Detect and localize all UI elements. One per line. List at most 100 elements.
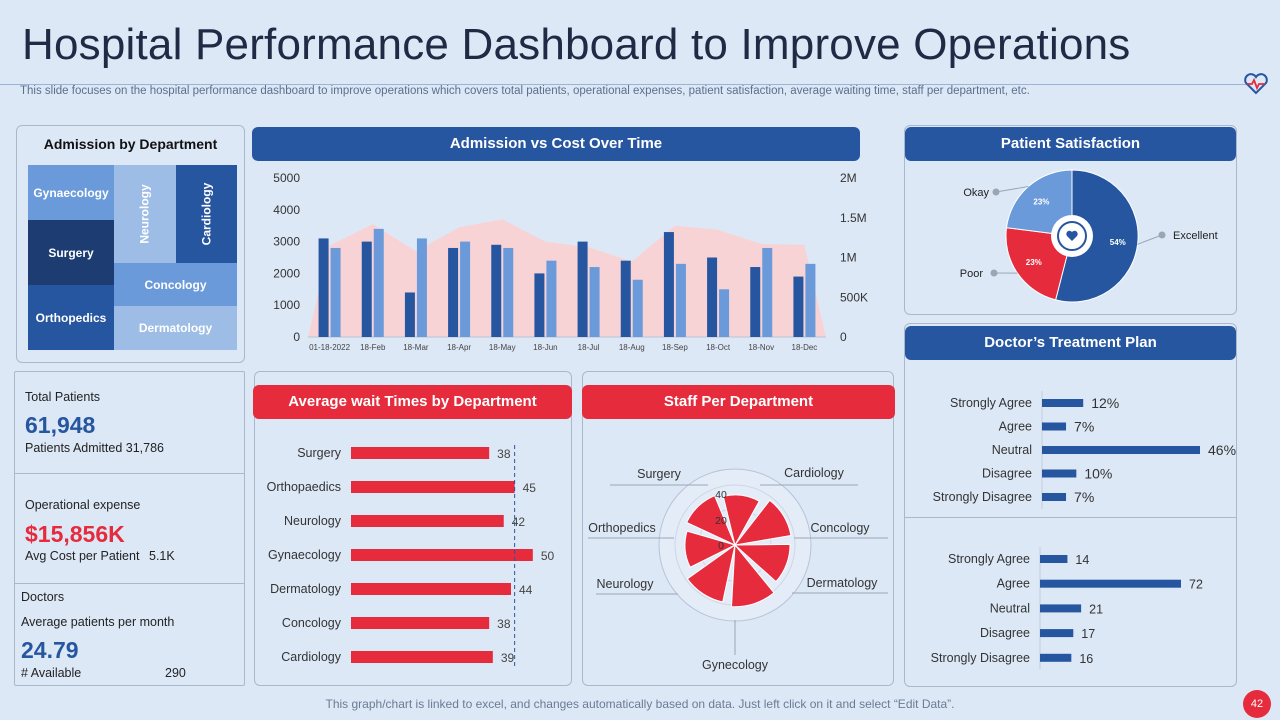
admission-bar-b	[805, 263, 816, 337]
wait-category-label: Orthopaedics	[267, 480, 341, 494]
treatment-value-label: 14	[1075, 553, 1089, 567]
wait-value-label: 39	[501, 651, 515, 665]
satisfaction-category-label: Okay	[963, 187, 989, 199]
treatment-bar	[1040, 629, 1074, 638]
treatment-bar	[1040, 604, 1082, 613]
wait-value-label: 42	[512, 515, 526, 529]
cost-area	[308, 219, 826, 337]
wait-category-label: Neurology	[284, 514, 342, 528]
staff-polar-bar	[730, 543, 775, 608]
treatment-value-label: 17	[1081, 627, 1095, 641]
treatment-bar	[1042, 399, 1084, 407]
treatment-bar	[1042, 422, 1067, 431]
treatment-bar	[1042, 493, 1067, 501]
staff-category-label: Orthopedics	[588, 521, 655, 535]
treemap-cell-concology[interactable]: Concology	[114, 263, 237, 306]
staff-polar-bar	[733, 499, 792, 546]
available-label: # Available	[21, 666, 82, 680]
treatment-value-label: 16	[1079, 652, 1093, 666]
wait-bar	[351, 481, 515, 493]
treemap-cell-neurology[interactable]: Neurology	[114, 165, 176, 263]
staff-polar-bar	[684, 530, 737, 568]
treemap-cell-dermatology[interactable]: Dermatology	[114, 306, 237, 350]
treatment-category-label: Strongly Disagree	[933, 490, 1032, 504]
y2-tick-label: 1.5M	[840, 211, 867, 225]
wait-value-label: 44	[519, 583, 533, 597]
staff-category-label: Dermatology	[807, 576, 879, 590]
admission-bar-a	[663, 232, 674, 337]
wait-bar	[351, 651, 493, 663]
avg-patients-label: Average patients per month	[21, 615, 175, 629]
admission-bar-b	[762, 247, 773, 337]
admission-treemap: Gynaecology Surgery Orthopedics Neurolog…	[28, 165, 237, 350]
staff-category-label: Neurology	[597, 577, 655, 591]
kpi-divider	[15, 473, 244, 474]
wait-times-panel	[254, 371, 572, 686]
footer-note: This graph/chart is linked to excel, and…	[325, 697, 955, 711]
heart-pulse-icon	[1244, 73, 1268, 95]
treatment-value-label: 46%	[1208, 442, 1236, 458]
treatment-header: Doctor’s Treatment Plan	[905, 326, 1236, 360]
op-expense-value: $15,856K	[25, 521, 125, 547]
admission-bar-b	[632, 279, 643, 337]
wait-bar	[351, 583, 511, 595]
treatment-panel	[904, 323, 1237, 687]
kpi-panel: Total Patients 61,948 Patients Admitted …	[14, 371, 245, 686]
staff-category-label: Concology	[810, 521, 870, 535]
treatment-bar	[1040, 579, 1181, 588]
satisfaction-category-label: Poor	[960, 268, 984, 280]
satisfaction-value-label: 54%	[1110, 238, 1126, 247]
y-tick-label: 2000	[273, 266, 300, 280]
staff-polar-bar	[686, 543, 736, 603]
avg-cost-label: Avg Cost per Patient	[25, 549, 140, 563]
treatment-percent-chart: Strongly Agree 12% Agree 7% Neutral 46% Disagr…	[933, 391, 1236, 509]
admission-by-department-title: Admission by Department	[43, 136, 218, 152]
wait-category-label: Gynaecology	[268, 548, 342, 562]
y2-tick-label: 500K	[840, 290, 868, 304]
admission-bar-a	[620, 260, 631, 337]
wait-value-label: 38	[497, 447, 511, 461]
admission-bar-a	[448, 247, 459, 337]
satisfaction-chart: 54% 23% 23% Excellent Poor Okay	[960, 169, 1218, 303]
y-tick-label: 5000	[273, 171, 300, 185]
total-patients-label: Total Patients	[25, 390, 101, 404]
admission-bar-a	[404, 292, 415, 337]
treatment-bar	[1040, 555, 1068, 563]
staff-chart: 0 20 40 Surgery Cardiology Concology Dermatolo…	[588, 466, 888, 672]
admission-bar-b	[589, 267, 600, 337]
x-tick-label: 18-May	[489, 343, 516, 352]
y-tick-label: 3000	[273, 235, 300, 249]
staff-polar-bar	[686, 495, 736, 546]
treatment-value-label: 12%	[1091, 395, 1119, 411]
treatment-category-label: Neutral	[990, 601, 1030, 615]
y-tick-label: 0	[293, 330, 300, 344]
admission-bar-b	[373, 228, 384, 337]
treatment-category-label: Agree	[999, 420, 1032, 434]
x-tick-label: 18-Oct	[706, 343, 731, 352]
satisfaction-leader-dot	[990, 269, 998, 277]
admission-bar-a	[793, 276, 804, 337]
treemap-cell-orthopedics[interactable]: Orthopedics	[28, 285, 114, 350]
admission-bar-b	[460, 241, 471, 337]
heart-hand-icon	[1057, 221, 1087, 251]
x-tick-label: 18-Sep	[662, 343, 688, 352]
admission-cost-chart: 0 1000 2000 3000 4000 5000 0 500K 1M 1.5M 2M 01-18-…	[273, 171, 868, 352]
page-number: 42	[1243, 690, 1271, 718]
polar-tick-label: 20	[715, 515, 727, 527]
treemap-cell-surgery[interactable]: Surgery	[28, 220, 114, 285]
wait-category-label: Dermatology	[270, 582, 342, 596]
treemap-cell-gynaecology[interactable]: Gynaecology	[28, 165, 114, 220]
admission-cost-header: Admission vs Cost Over Time	[252, 127, 860, 161]
staff-category-label: Cardiology	[784, 466, 845, 480]
treatment-category-label: Neutral	[992, 443, 1032, 457]
wait-bar	[351, 617, 490, 629]
treemap-cell-cardiology[interactable]: Cardiology	[176, 165, 237, 263]
title-divider	[0, 84, 1250, 85]
admission-bar-a	[361, 241, 372, 337]
treatment-value-label: 21	[1089, 602, 1103, 616]
wait-times-chart: Surgery 38 Orthopaedics 45 Neurology 42 Gynaec…	[267, 445, 554, 667]
treatment-bar	[1040, 653, 1072, 662]
admission-bar-b	[719, 289, 730, 337]
treatment-value-label: 7%	[1074, 419, 1094, 435]
x-tick-label: 18-Apr	[447, 343, 471, 352]
